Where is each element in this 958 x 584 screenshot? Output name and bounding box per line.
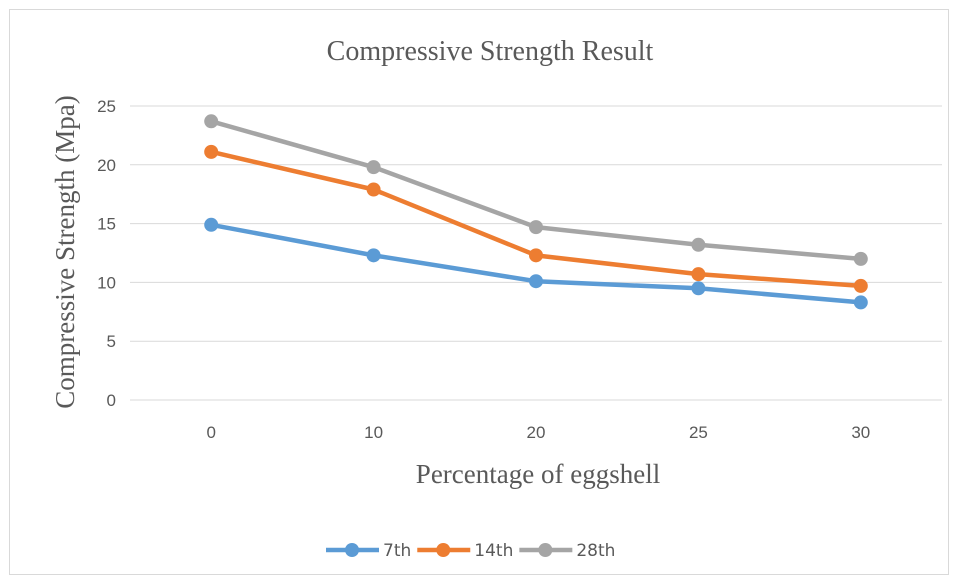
data-point-14th-10 xyxy=(366,182,381,197)
x-axis-ticks: 0 10 20 25 30 xyxy=(206,423,870,442)
legend: 7th 14th 28th xyxy=(326,541,615,561)
data-point-14th-20 xyxy=(529,248,543,263)
y-tick-label: 25 xyxy=(97,97,116,116)
data-point-7th-10 xyxy=(366,248,381,263)
data-point-14th-0 xyxy=(204,144,219,159)
x-tick-label: 0 xyxy=(206,423,215,442)
y-tick-label: 20 xyxy=(97,156,116,175)
y-tick-label: 15 xyxy=(97,215,116,234)
data-point-7th-25 xyxy=(691,281,706,296)
data-point-28th-25 xyxy=(691,237,706,252)
data-point-7th-30 xyxy=(853,295,868,310)
x-axis-title: Percentage of eggshell xyxy=(416,459,660,489)
legend-marker-14th xyxy=(436,543,451,557)
data-point-14th-30 xyxy=(853,278,868,293)
data-point-28th-10 xyxy=(366,160,381,175)
x-tick-label: 25 xyxy=(689,423,708,442)
data-point-14th-25 xyxy=(691,267,706,282)
legend-label-28th: 28th xyxy=(576,541,615,561)
y-axis-ticks: 0 5 10 15 20 25 xyxy=(97,97,116,410)
series-line-7th xyxy=(208,222,864,305)
legend-marker-7th xyxy=(345,543,359,557)
legend-label-14th: 14th xyxy=(474,541,513,561)
series-line-14th xyxy=(208,149,864,289)
series-line-28th xyxy=(208,119,864,262)
y-tick-label: 5 xyxy=(107,332,116,351)
y-tick-label: 0 xyxy=(107,391,116,410)
data-point-28th-0 xyxy=(204,114,219,129)
series-group xyxy=(204,114,868,310)
x-tick-label: 10 xyxy=(364,423,383,442)
y-axis-title: Compressive Strength (Mpa) xyxy=(50,95,80,408)
data-point-28th-20 xyxy=(529,220,543,235)
legend-marker-28th xyxy=(538,543,553,557)
chart-title: Compressive Strength Result xyxy=(327,36,654,67)
x-tick-label: 30 xyxy=(851,423,870,442)
data-point-7th-0 xyxy=(204,217,219,232)
chart-frame xyxy=(9,9,949,575)
data-point-28th-30 xyxy=(853,251,868,266)
data-point-7th-20 xyxy=(529,274,543,289)
x-tick-label: 20 xyxy=(527,423,546,442)
y-tick-label: 10 xyxy=(97,273,116,292)
legend-label-7th: 7th xyxy=(383,541,411,561)
